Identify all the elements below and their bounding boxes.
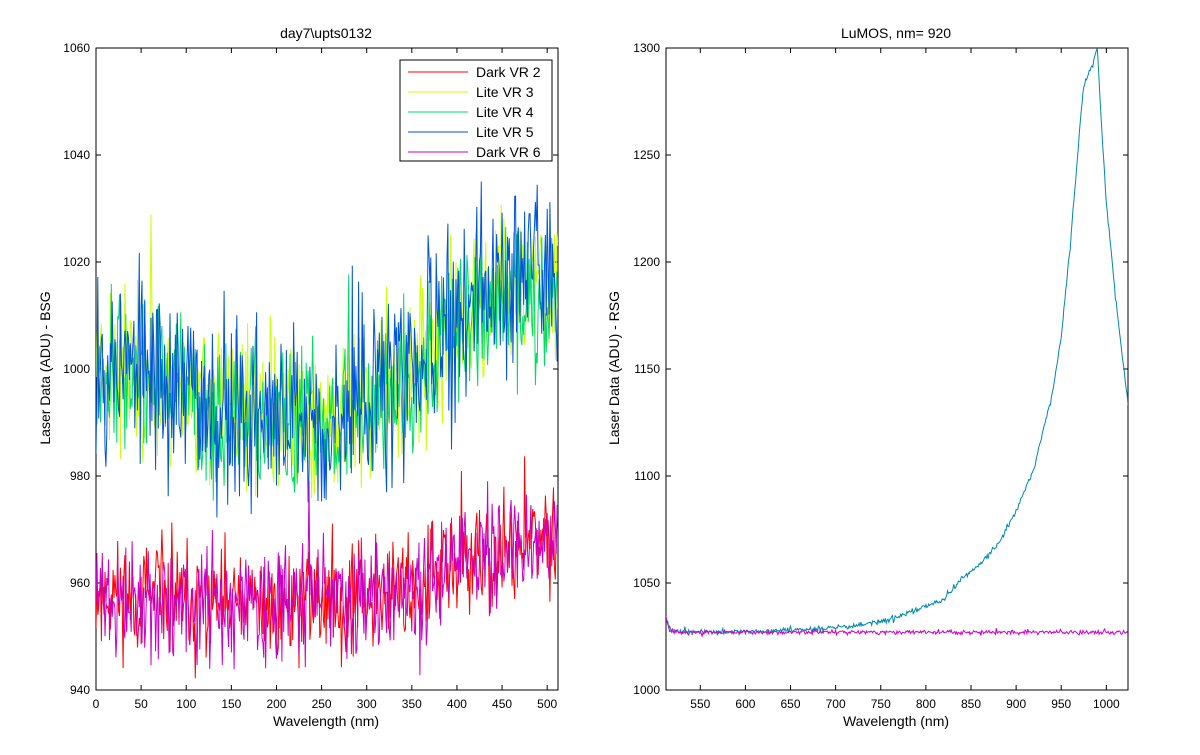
left-x-tick-label: 0 [93,697,100,711]
left-x-tick-label: 150 [221,697,241,711]
right-x-tick-label: 850 [961,697,981,711]
left-legend-label: Lite VR 5 [476,124,534,140]
right-y-tick-label: 1200 [633,255,660,269]
right-x-tick-label: 800 [916,697,936,711]
right-x-tick-label: 1000 [1093,697,1120,711]
right-chart-xlabel: Wavelength (nm) [843,713,949,729]
left-x-tick-label: 100 [176,697,196,711]
right-y-tick-label: 1000 [633,683,660,697]
right-axes-box [665,47,1129,691]
left-series-line-1 [96,456,558,679]
left-legend-label: Dark VR 6 [476,144,541,160]
right-chart: LuMOS, nm= 920 Wavelength (nm) Laser Dat… [606,25,1129,729]
left-series-line-5 [96,480,558,676]
right-x-tick-label: 650 [781,697,801,711]
right-y-tick-label: 1150 [634,362,660,376]
left-x-tick-label: 300 [357,697,377,711]
left-x-tick-label: 450 [492,697,512,711]
right-x-tick-label: 900 [1006,697,1026,711]
left-series-line-4 [96,181,558,518]
left-legend-label: Lite VR 3 [476,84,534,100]
left-y-tick-label: 1040 [63,148,90,162]
right-y-tick-label: 1050 [633,576,660,590]
left-y-tick-label: 940 [70,683,90,697]
right-y-tick-label: 1300 [633,41,660,55]
right-series-line-2 [666,616,1128,638]
left-x-tick-label: 250 [312,697,332,711]
right-x-tick-label: 600 [735,697,755,711]
right-y-tick-label: 1100 [634,469,660,483]
left-y-tick-label: 980 [70,469,90,483]
left-x-tick-label: 500 [537,697,557,711]
left-chart: day7\upts0132 Wavelength (nm) Laser Data… [37,25,559,729]
left-legend-label: Lite VR 4 [476,104,534,120]
left-chart-title: day7\upts0132 [280,25,372,41]
right-x-tick-label: 550 [690,697,710,711]
left-chart-xlabel: Wavelength (nm) [273,713,379,729]
right-plot-area: 550 600 650 700 750 800 850 900 950 1000 1000 1050 1… [633,41,1129,711]
left-plot-area: 0 50 100 150 200 250 300 350 400 450 500 940 960 980 1… [63,41,559,711]
left-legend-box [399,59,553,162]
right-x-tick-label: 700 [826,697,846,711]
right-y-tick-label: 1250 [633,148,660,162]
left-y-tick-label: 1000 [63,362,90,376]
right-x-tick-label: 750 [871,697,891,711]
left-chart-ylabel: Laser Data (ADU) - BSG [37,291,53,444]
left-y-tick-label: 1020 [63,255,90,269]
right-chart-ylabel: Laser Data (ADU) - RSG [606,291,622,445]
right-x-tick-label: 950 [1051,697,1071,711]
right-chart-title: LuMOS, nm= 920 [841,25,951,41]
left-y-tick-label: 1060 [63,41,90,55]
left-x-tick-label: 400 [447,697,467,711]
left-x-tick-label: 200 [266,697,286,711]
left-legend: Dark VR 2 Lite VR 3 Lite VR 4 Lite VR 5 Dark… [399,59,553,162]
left-x-tick-label: 50 [134,697,148,711]
left-x-tick-label: 350 [402,697,422,711]
left-legend-label: Dark VR 2 [476,64,541,80]
left-y-tick-label: 960 [70,576,90,590]
